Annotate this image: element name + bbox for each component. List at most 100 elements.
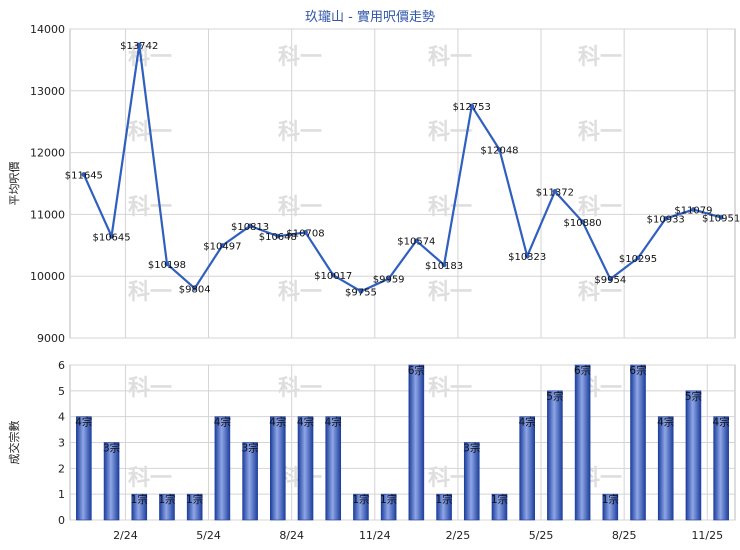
watermark: 科一: [278, 280, 322, 305]
price-point: [552, 189, 558, 194]
volume-data-label: 1宗: [131, 493, 148, 506]
volume-bar: [547, 390, 563, 521]
line-y-tick-label: 10000: [30, 270, 65, 283]
price-point: [413, 238, 419, 244]
volume-data-label: 1宗: [435, 493, 452, 506]
volume-bar: [214, 416, 231, 521]
bar-y-tick-label: 2: [58, 462, 65, 475]
price-point: [635, 255, 641, 261]
price-data-label: $10880: [564, 218, 602, 229]
volume-data-label: 4宗: [269, 416, 286, 429]
volume-bar: [574, 364, 591, 521]
price-data-label: $10295: [619, 254, 657, 265]
volume-bar: [713, 416, 729, 521]
volume-data-label: 3宗: [463, 442, 480, 455]
volume-bar: [436, 493, 452, 521]
volume-data-label: 1宗: [380, 493, 397, 506]
price-point: [469, 103, 475, 109]
price-point: [580, 219, 586, 225]
price-data-label: $10933: [647, 215, 685, 226]
volume-data-label: 4宗: [713, 416, 730, 429]
price-data-label: $10574: [397, 237, 435, 248]
watermark: 科一: [128, 376, 172, 401]
price-data-label: $10183: [425, 261, 463, 272]
volume-data-label: 1宗: [602, 493, 619, 506]
volume-data-label: 1宗: [158, 493, 175, 506]
line-y-tick-label: 11000: [30, 208, 65, 221]
price-point: [192, 285, 198, 291]
price-point: [247, 223, 253, 229]
price-data-label: $12048: [480, 146, 518, 157]
x-tick-label: 2/24: [113, 529, 138, 542]
watermark: 科一: [428, 376, 472, 401]
volume-bar-chart: 0 1 2 3 4 5 6 2/24 5/24 8/24 11/24 2/25 5/25 8/25 11/2…: [7, 359, 736, 542]
bar-y-axis-label: 成交宗數: [7, 421, 21, 465]
price-data-label: $9954: [594, 275, 626, 286]
volume-data-label: 1宗: [352, 493, 369, 506]
line-y-tick-label: 14000: [30, 23, 65, 36]
volume-bar: [463, 442, 480, 521]
price-point: [691, 207, 696, 212]
price-point: [136, 42, 142, 48]
watermark: 科一: [578, 280, 622, 305]
watermark: 科一: [278, 120, 322, 145]
watermark: 科一: [128, 195, 172, 220]
volume-data-label: 4宗: [297, 416, 314, 429]
volume-bar: [353, 493, 369, 521]
volume-bar: [131, 493, 148, 521]
line-y-tick-label: 9000: [37, 332, 65, 345]
price-series-line: [82, 43, 722, 293]
price-data-label: $9755: [345, 287, 377, 298]
price-data-label: $10198: [148, 260, 186, 271]
volume-data-label: 1宗: [186, 493, 203, 506]
watermark: 科一: [278, 195, 322, 220]
price-point: [386, 276, 392, 282]
x-tick-label: 8/24: [279, 529, 304, 542]
volume-bar: [186, 493, 203, 521]
price-data-label: $10951: [702, 213, 740, 224]
watermark: 科一: [428, 195, 472, 220]
price-point: [303, 230, 308, 235]
price-point: [524, 253, 530, 259]
volume-data-label: 3宗: [103, 442, 120, 455]
volume-bar: [159, 493, 175, 521]
price-data-label: $11645: [65, 171, 103, 182]
price-data-label: $10708: [286, 228, 324, 239]
x-tick-label: 2/25: [446, 529, 471, 542]
bar-y-tick-label: 4: [58, 411, 65, 424]
line-y-axis-label: 平均呎價: [7, 162, 21, 206]
line-y-tick-label: 13000: [30, 85, 65, 98]
price-data-label: $13742: [120, 41, 158, 52]
watermark: 科一: [278, 45, 322, 70]
price-data-label: $10497: [203, 241, 241, 252]
volume-data-label: 1宗: [491, 493, 508, 506]
watermark: 科一: [428, 45, 472, 70]
volume-data-label: 4宗: [657, 416, 674, 429]
watermark: 科一: [278, 376, 322, 401]
x-tick-label: 11/25: [691, 529, 723, 542]
volume-bar: [602, 493, 619, 521]
price-point: [441, 262, 447, 268]
volume-bar: [76, 416, 92, 521]
price-point: [497, 147, 502, 153]
bar-y-tick-label: 6: [58, 359, 65, 372]
volume-bar: [297, 416, 314, 521]
volume-bar: [103, 442, 120, 521]
line-y-tick-label: 12000: [30, 147, 65, 160]
watermark: 科一: [428, 280, 472, 305]
price-data-label: $11079: [674, 206, 712, 217]
price-data-label: $9959: [373, 275, 405, 286]
x-tick-label: 8/25: [612, 529, 637, 542]
bar-y-tick-label: 1: [58, 488, 65, 501]
volume-bar: [325, 416, 342, 521]
price-data-label: $10645: [92, 232, 130, 243]
volume-data-label: 6宗: [408, 364, 425, 377]
volume-data-label: 4宗: [75, 416, 92, 429]
volume-bar: [408, 364, 425, 521]
price-data-label: $12753: [453, 102, 491, 113]
bar-y-tick-label: 3: [58, 437, 65, 450]
volume-data-label: 5宗: [685, 390, 702, 403]
volume-data-label: 6宗: [574, 364, 591, 377]
x-tick-label: 11/24: [359, 529, 391, 542]
